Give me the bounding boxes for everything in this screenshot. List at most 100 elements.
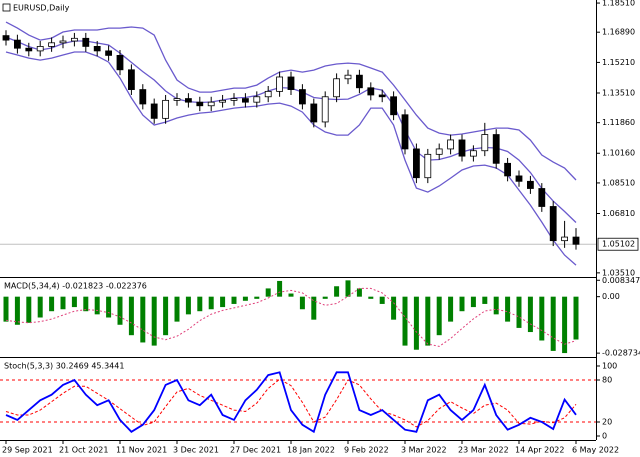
- candle-body: [139, 89, 147, 105]
- candle-body: [36, 46, 44, 52]
- macd-bar: [106, 296, 112, 318]
- macd-bar: [185, 296, 191, 315]
- macd-bar: [197, 296, 203, 312]
- candle-body: [82, 37, 90, 47]
- candle-body: [447, 139, 455, 150]
- macd-bar: [288, 293, 294, 297]
- macd-bar: [516, 296, 522, 328]
- candle-body: [162, 99, 170, 119]
- macd-bar: [311, 296, 317, 320]
- candle-body: [184, 98, 192, 103]
- candle-body: [150, 103, 158, 119]
- macd-bar: [60, 296, 66, 310]
- macd-bar: [425, 296, 431, 346]
- candle-body: [48, 42, 55, 47]
- macd-bar: [254, 296, 260, 299]
- macd-bar: [413, 296, 419, 350]
- candle-body: [401, 114, 409, 150]
- candle-body: [13, 39, 21, 49]
- macd-bar: [277, 280, 283, 297]
- macd-bar: [322, 296, 328, 299]
- macd-bar: [94, 296, 100, 315]
- candle-body: [458, 139, 466, 157]
- y-tick-label: 1.06810: [602, 209, 635, 218]
- macd-bar: [163, 296, 169, 336]
- candle-body: [538, 188, 546, 207]
- macd-bar: [470, 296, 476, 308]
- macd-title: MACD(5,34,4) -0.021823 -0.022376: [4, 282, 147, 291]
- y-tick-label: 1.13510: [602, 88, 635, 97]
- macd-bar: [527, 296, 533, 333]
- y-tick-label: 1.03510: [602, 268, 635, 277]
- candle-body: [344, 74, 352, 80]
- macd-bar: [265, 288, 271, 297]
- macd-bar: [83, 296, 89, 312]
- candle-body: [390, 96, 398, 116]
- candle-body: [321, 96, 329, 123]
- candle-body: [25, 47, 33, 52]
- candle-body: [504, 162, 512, 177]
- macd-bar: [14, 296, 20, 325]
- macd-bar: [242, 296, 248, 301]
- y-tick-label: 100: [602, 361, 617, 370]
- bollinger-upper: [5, 21, 577, 181]
- macd-bar: [391, 296, 397, 320]
- bollinger-lower: [5, 51, 577, 266]
- y-tick-label: 80: [602, 375, 612, 384]
- symbol-icon: [2, 3, 11, 12]
- macd-bar: [174, 296, 180, 322]
- candle-body: [116, 55, 124, 71]
- candle-body: [219, 99, 227, 103]
- y-tick-label: 0.008347: [602, 276, 640, 285]
- y-tick-label: 1.08510: [602, 178, 635, 187]
- candle-body: [424, 153, 432, 179]
- macd-bar: [299, 296, 305, 310]
- macd-bar: [505, 296, 511, 322]
- y-tick-label: 20: [602, 418, 612, 427]
- macd-bar: [26, 296, 32, 323]
- y-tick-label: 1.18510: [602, 0, 635, 8]
- candle-body: [253, 96, 261, 103]
- candle-body: [469, 150, 477, 157]
- current-price-box: [597, 237, 639, 251]
- candle-body: [515, 175, 523, 182]
- x-tick-label: 11 Nov 2021: [116, 446, 167, 455]
- macd-bar: [493, 296, 499, 315]
- candle-body: [412, 148, 420, 179]
- y-tick-label: 1.11860: [602, 118, 635, 127]
- x-tick-label: 3 Mar 2022: [401, 446, 447, 455]
- macd-bar: [128, 296, 134, 336]
- y-tick-label: 0.00: [602, 292, 620, 301]
- candle-body: [59, 40, 67, 44]
- candle-body: [207, 101, 215, 107]
- candle-body: [298, 89, 306, 105]
- candle-body: [127, 69, 135, 90]
- macd-signal-line: [5, 287, 577, 347]
- macd-bar: [562, 296, 568, 354]
- macd-bar: [71, 296, 77, 308]
- stoch-main-line: [5, 371, 577, 434]
- macd-bar: [140, 296, 146, 343]
- macd-bar: [550, 296, 556, 351]
- candle-body: [572, 236, 580, 245]
- y-tick-label: 0: [602, 432, 607, 441]
- y-tick-label: 1.15210: [602, 58, 635, 67]
- candle-body: [71, 37, 78, 42]
- candle-body: [481, 134, 489, 152]
- candle-body: [276, 76, 284, 92]
- candle-body: [105, 50, 112, 56]
- candle-body: [435, 148, 443, 155]
- candle-body: [310, 103, 318, 123]
- macd-bar: [448, 296, 454, 322]
- main-title: EURUSD,Daily: [13, 4, 70, 13]
- macd-bar: [379, 296, 385, 304]
- macd-bar: [231, 296, 237, 304]
- macd-bar: [345, 280, 351, 297]
- macd-bar: [539, 296, 545, 341]
- stoch-signal-line: [5, 378, 577, 428]
- macd-bar: [3, 296, 9, 322]
- candle-body: [333, 78, 341, 98]
- candle-body: [355, 74, 363, 89]
